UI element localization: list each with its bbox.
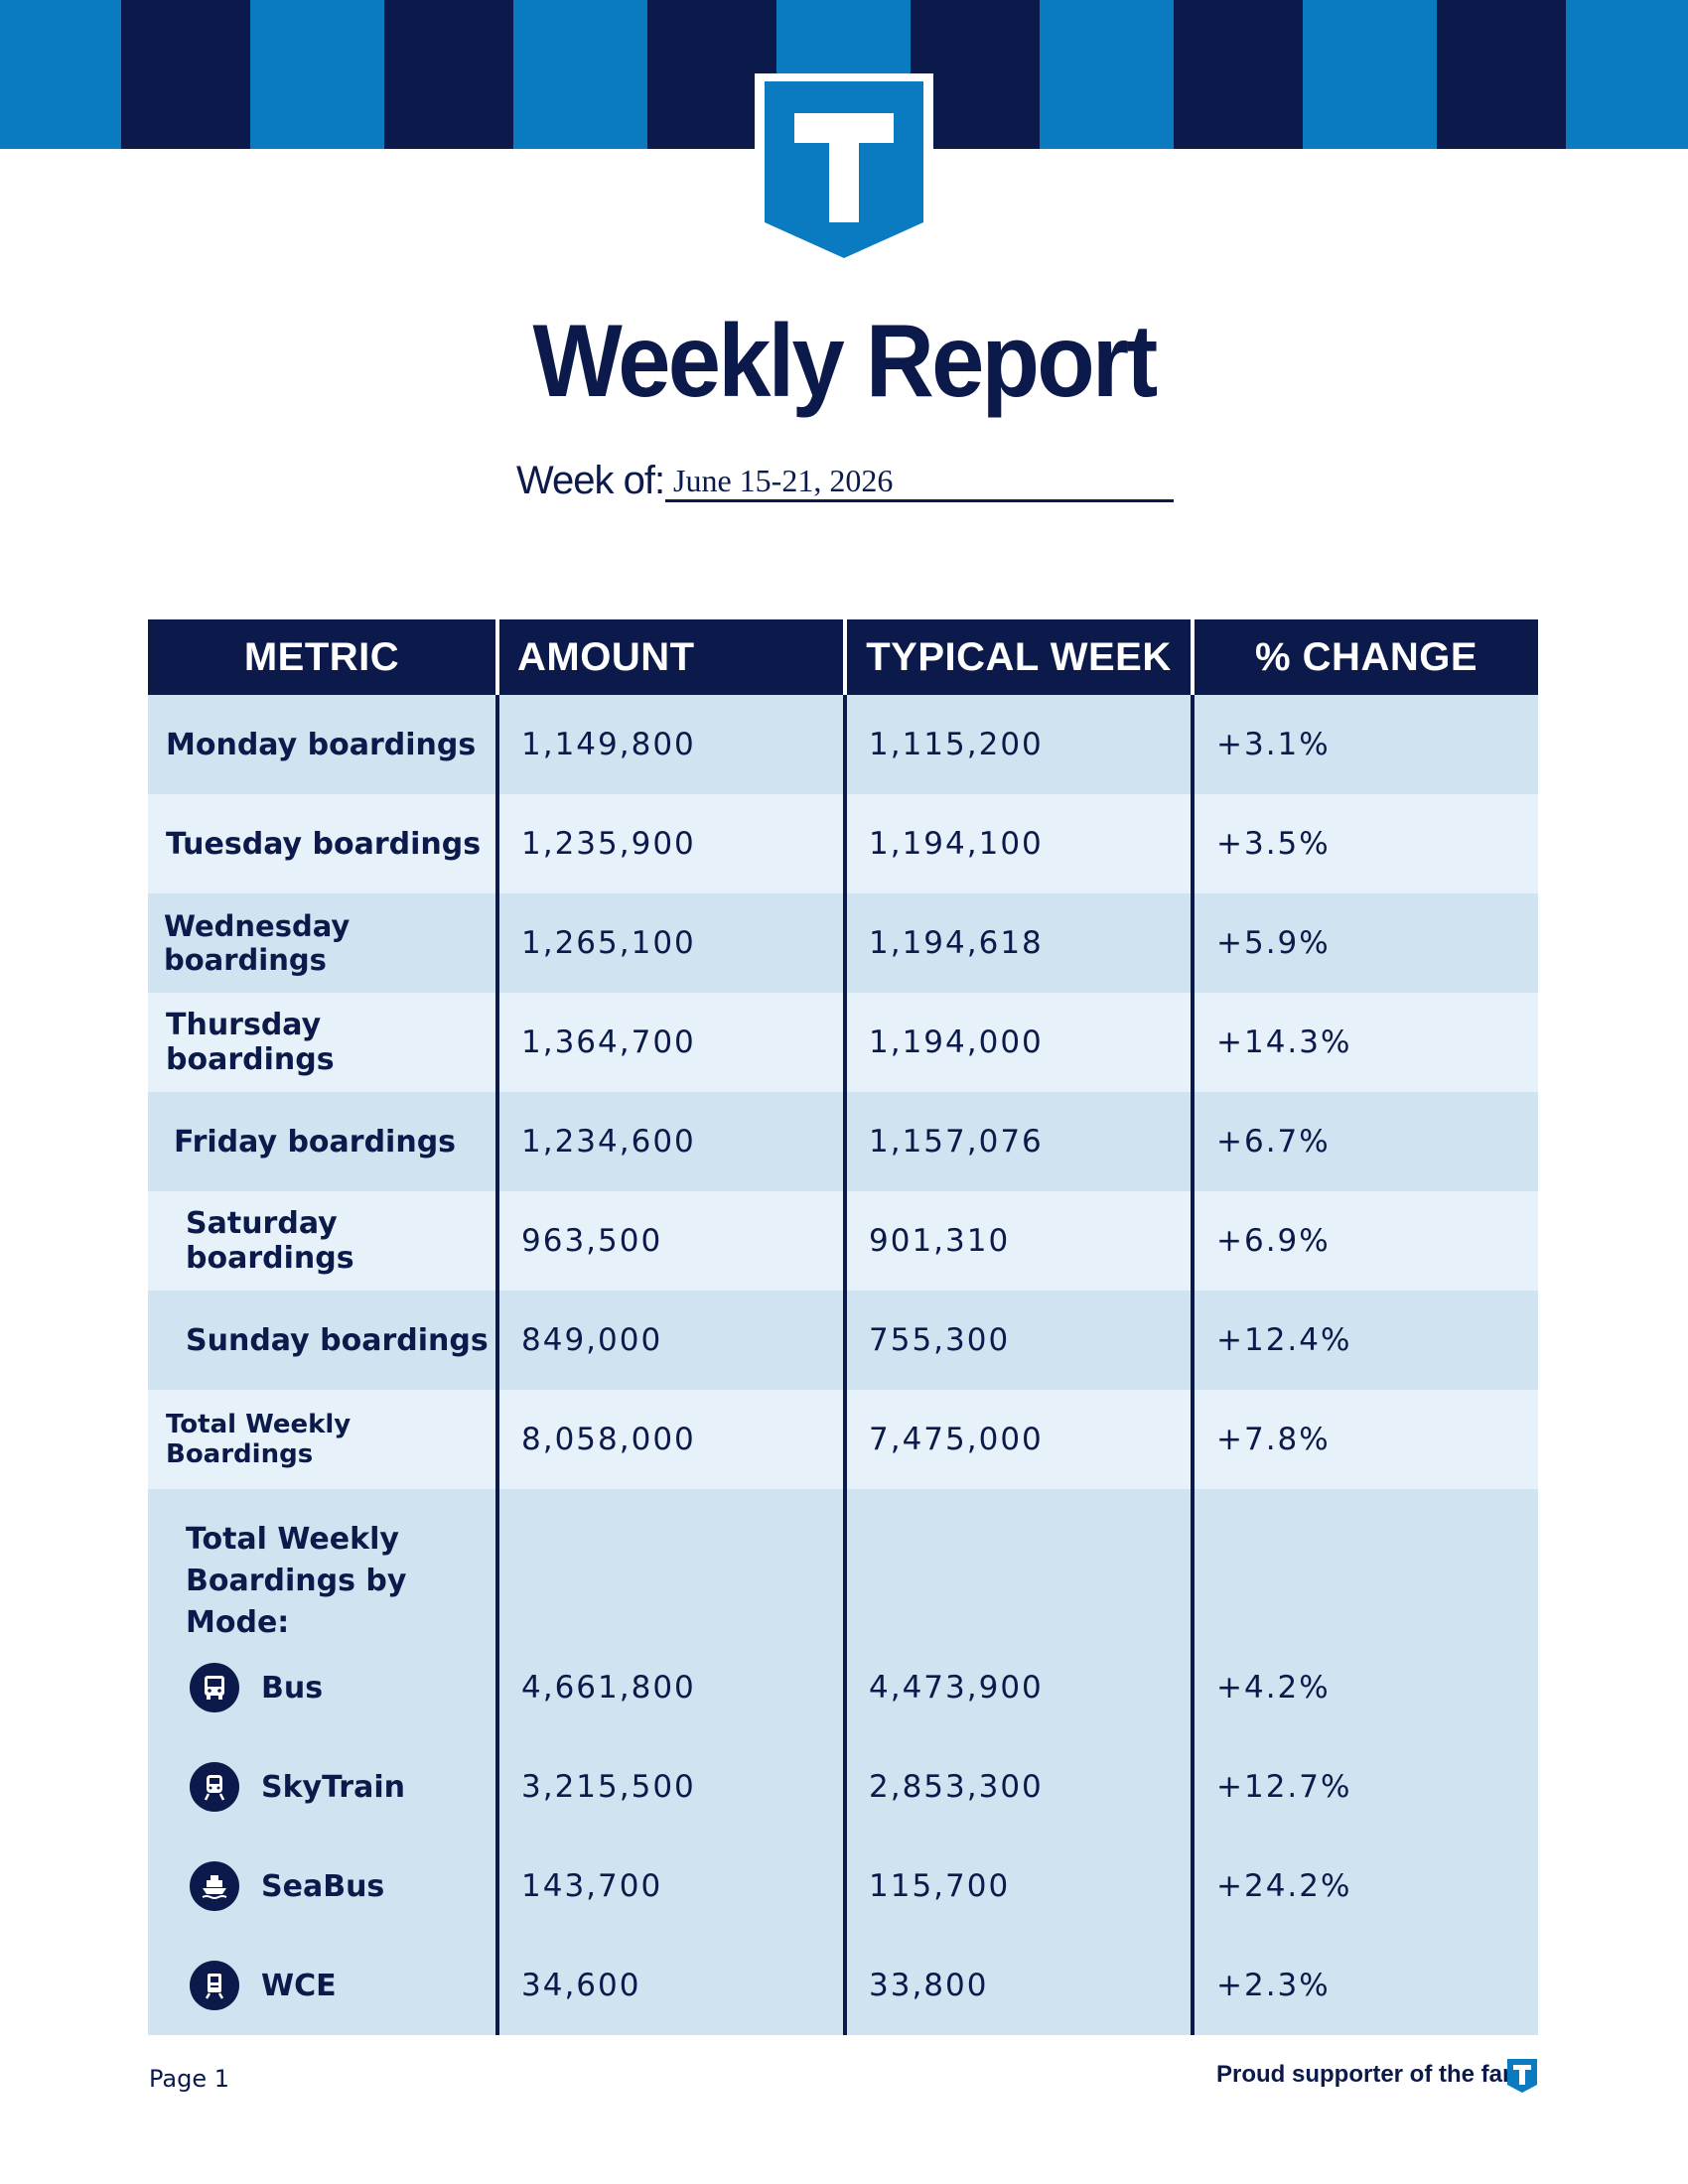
change-value: +4.2% bbox=[1191, 1638, 1538, 1737]
table-header: METRIC AMOUNT TYPICAL WEEK % CHANGE bbox=[148, 619, 1538, 695]
mode-label-cell: SeaBus bbox=[148, 1837, 495, 1936]
change-value: +24.2% bbox=[1191, 1837, 1538, 1936]
week-of-value: June 15-21, 2026 bbox=[665, 463, 1174, 502]
amount-value: 1,234,600 bbox=[495, 1092, 843, 1191]
mode-label-cell: WCE bbox=[148, 1936, 495, 2035]
header-metric: METRIC bbox=[243, 634, 400, 679]
change-value: +12.7% bbox=[1191, 1737, 1538, 1837]
metric-label: Monday boardings bbox=[166, 727, 477, 762]
mode-label-cell: SkyTrain bbox=[148, 1737, 495, 1837]
change-value: +3.5% bbox=[1191, 794, 1538, 893]
transit-logo-icon bbox=[755, 73, 933, 267]
metric-label: Total Weekly Boardings bbox=[166, 1410, 352, 1469]
typical-value: 1,194,000 bbox=[843, 993, 1191, 1092]
change-value: +2.3% bbox=[1191, 1936, 1538, 2035]
metric-label: Saturday boardings bbox=[186, 1206, 354, 1276]
amount-value: 1,364,700 bbox=[495, 993, 843, 1092]
table-row: Tuesday boardings 1,235,900 1,194,100 +3… bbox=[148, 794, 1538, 893]
typical-value: 2,853,300 bbox=[843, 1737, 1191, 1837]
change-value: +7.8% bbox=[1191, 1390, 1538, 1489]
amount-value: 8,058,000 bbox=[495, 1390, 843, 1489]
amount-value: 963,500 bbox=[495, 1191, 843, 1291]
bus-icon bbox=[190, 1663, 239, 1712]
empty-cell bbox=[495, 1489, 843, 1638]
typical-value: 1,157,076 bbox=[843, 1092, 1191, 1191]
empty-cell bbox=[1191, 1489, 1538, 1638]
report-table: METRIC AMOUNT TYPICAL WEEK % CHANGE Mond… bbox=[148, 619, 1538, 2035]
mode-row-skytrain: SkyTrain 3,215,500 2,853,300 +12.7% bbox=[148, 1737, 1538, 1837]
amount-value: 1,265,100 bbox=[495, 893, 843, 993]
amount-value: 34,600 bbox=[495, 1936, 843, 2035]
change-value: +6.9% bbox=[1191, 1191, 1538, 1291]
week-of-label: Week of: bbox=[516, 459, 665, 502]
table-row: Total Weekly Boardings 8,058,000 7,475,0… bbox=[148, 1390, 1538, 1489]
mode-label: WCE bbox=[261, 1968, 337, 2003]
typical-value: 901,310 bbox=[843, 1191, 1191, 1291]
header-amount: AMOUNT bbox=[495, 619, 843, 695]
mode-breakdown: Total Weekly Boardings by Mode: Bus 4,66… bbox=[148, 1489, 1538, 2035]
mode-heading-line1: Total Weekly bbox=[186, 1522, 399, 1557]
typical-value: 7,475,000 bbox=[843, 1390, 1191, 1489]
typical-value: 755,300 bbox=[843, 1291, 1191, 1390]
amount-value: 4,661,800 bbox=[495, 1638, 843, 1737]
amount-value: 849,000 bbox=[495, 1291, 843, 1390]
table-row: Monday boardings 1,149,800 1,115,200 +3.… bbox=[148, 695, 1538, 794]
header-typical-week: TYPICAL WEEK bbox=[843, 619, 1191, 695]
table-row: Wednesday boardings 1,265,100 1,194,618 … bbox=[148, 893, 1538, 993]
wce-train-icon bbox=[190, 1961, 239, 2010]
change-value: +3.1% bbox=[1191, 695, 1538, 794]
change-value: +6.7% bbox=[1191, 1092, 1538, 1191]
mode-label-cell: Bus bbox=[148, 1638, 495, 1737]
metric-label: Thursday boardings bbox=[166, 1008, 335, 1077]
mode-heading-line2: Boardings by Mode: bbox=[186, 1564, 407, 1640]
header-percent-change: % CHANGE bbox=[1191, 619, 1538, 695]
mode-heading-row: Total Weekly Boardings by Mode: bbox=[148, 1489, 1538, 1640]
change-value: +14.3% bbox=[1191, 993, 1538, 1092]
typical-value: 1,194,618 bbox=[843, 893, 1191, 993]
seabus-icon bbox=[190, 1861, 239, 1911]
typical-value: 33,800 bbox=[843, 1936, 1191, 2035]
header-stripes bbox=[0, 0, 1688, 149]
table-row: Saturday boardings 963,500 901,310 +6.9% bbox=[148, 1191, 1538, 1291]
change-value: +12.4% bbox=[1191, 1291, 1538, 1390]
skytrain-icon bbox=[190, 1762, 239, 1812]
page-number: Page 1 bbox=[149, 2065, 229, 2093]
typical-value: 4,473,900 bbox=[843, 1638, 1191, 1737]
metric-label: Wednesday boardings bbox=[164, 909, 351, 977]
amount-value: 1,235,900 bbox=[495, 794, 843, 893]
mode-label: Bus bbox=[261, 1670, 324, 1706]
metric-label: Tuesday boardings bbox=[166, 826, 482, 862]
typical-value: 115,700 bbox=[843, 1837, 1191, 1936]
mode-heading: Total Weekly Boardings by Mode: bbox=[148, 1489, 495, 1640]
mode-row-seabus: SeaBus 143,700 115,700 +24.2% bbox=[148, 1837, 1538, 1936]
mode-row-bus: Bus 4,661,800 4,473,900 +4.2% bbox=[148, 1638, 1538, 1737]
metric-label: Friday boardings bbox=[174, 1124, 457, 1160]
page-title: Weekly Report bbox=[532, 304, 1158, 419]
amount-value: 1,149,800 bbox=[495, 695, 843, 794]
footer-tagline: Proud supporter of the fan bbox=[1216, 2061, 1517, 2088]
metric-label: Sunday boardings bbox=[186, 1322, 489, 1358]
table-row: Friday boardings 1,234,600 1,157,076 +6.… bbox=[148, 1092, 1538, 1191]
typical-value: 1,115,200 bbox=[843, 695, 1191, 794]
table-row: Thursday boardings 1,364,700 1,194,000 +… bbox=[148, 993, 1538, 1092]
empty-cell bbox=[843, 1489, 1191, 1638]
typical-value: 1,194,100 bbox=[843, 794, 1191, 893]
mode-label: SeaBus bbox=[261, 1868, 385, 1904]
footer-logo-icon bbox=[1507, 2059, 1537, 2093]
amount-value: 3,215,500 bbox=[495, 1737, 843, 1837]
mode-row-wce: WCE 34,600 33,800 +2.3% bbox=[148, 1936, 1538, 2035]
change-value: +5.9% bbox=[1191, 893, 1538, 993]
table-row: Sunday boardings 849,000 755,300 +12.4% bbox=[148, 1291, 1538, 1390]
mode-label: SkyTrain bbox=[261, 1769, 405, 1805]
amount-value: 143,700 bbox=[495, 1837, 843, 1936]
